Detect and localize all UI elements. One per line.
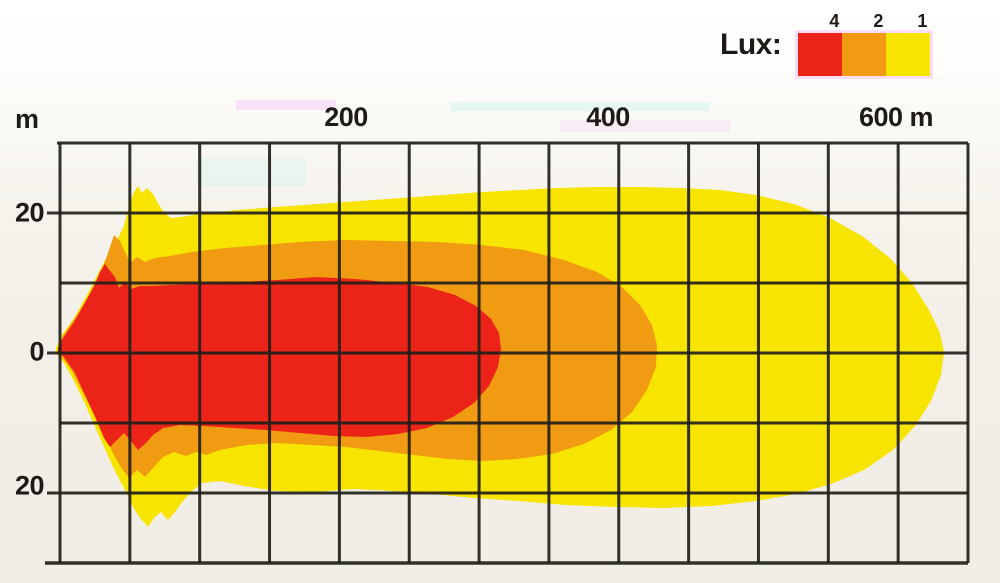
- legend: Lux: 421: [720, 30, 930, 76]
- legend-item-2lux: 2: [842, 33, 886, 76]
- legend-item-1lux: 1: [886, 33, 930, 76]
- beam-chart: [0, 0, 1000, 583]
- legend-value-label: 1: [886, 12, 930, 30]
- x-tick-200: 200: [324, 104, 368, 131]
- x-tick-400: 400: [586, 104, 630, 131]
- legend-value-label: 4: [798, 12, 842, 30]
- legend-value-label: 2: [842, 12, 886, 30]
- legend-item-4lux: 4: [798, 33, 842, 76]
- legend-title: Lux:: [720, 30, 781, 60]
- y-tick-minus20: 20: [4, 473, 44, 500]
- y-axis-unit-label: m: [15, 106, 39, 133]
- isolux-diagram: m 200 400 600 m 20 0 20 Lux: 421: [0, 0, 1000, 583]
- y-tick-plus20: 20: [4, 200, 44, 227]
- legend-swatch: [842, 33, 886, 76]
- y-tick-0: 0: [4, 339, 44, 366]
- legend-swatches: 421: [798, 33, 930, 76]
- x-tick-600m: 600 m: [859, 104, 933, 131]
- legend-swatch: [798, 33, 842, 76]
- legend-swatch: [886, 33, 930, 76]
